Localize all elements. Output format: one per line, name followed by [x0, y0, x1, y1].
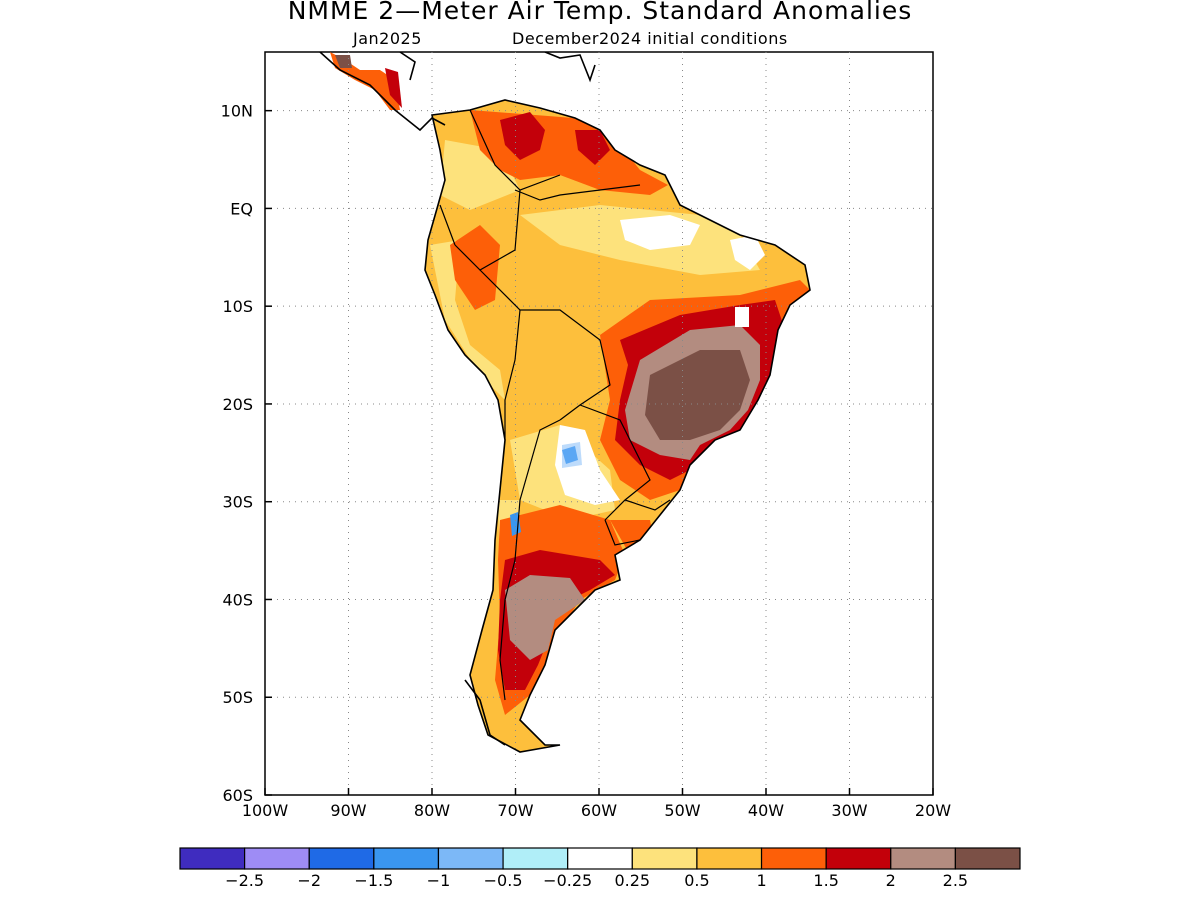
y-tick-label: 10N: [221, 102, 253, 121]
colorbar-swatch: [696, 847, 763, 870]
y-axis: 10N EQ 10S 20S 30S 40S 50S 60S: [221, 102, 272, 805]
colorbar-swatch: [308, 847, 375, 870]
initial-conditions-label: December2024 initial conditions: [512, 29, 788, 48]
colorbar-swatch: [179, 847, 246, 870]
x-axis: 100W 90W 80W 70W 60W 50W 40W 30W 20W: [242, 788, 951, 820]
colorbar-label: 2.5: [943, 871, 968, 890]
colorbar-swatch: [244, 847, 310, 870]
x-tick-label: 70W: [497, 801, 533, 820]
x-tick-label: 80W: [414, 801, 450, 820]
x-tick-label: 100W: [242, 801, 289, 820]
y-tick-label: 60S: [222, 786, 253, 805]
colorbar-label: 1.5: [813, 871, 838, 890]
y-tick-label: 20S: [222, 395, 253, 414]
colorbar-swatch: [437, 847, 504, 870]
colorbar-swatch: [825, 847, 892, 870]
colorbar-swatch: [890, 847, 956, 870]
colorbar-label: −1: [427, 871, 451, 890]
forecast-month: Jan2025: [353, 29, 422, 48]
colorbar-label: −0.5: [484, 871, 523, 890]
colorbar-label: −2: [297, 871, 321, 890]
colorbar-label: 0.5: [684, 871, 709, 890]
colorbar-swatch: [954, 847, 1021, 870]
colorbar-swatch: [760, 847, 827, 870]
x-tick-label: 90W: [330, 801, 366, 820]
y-tick-label: 50S: [222, 688, 253, 707]
coastlines: [319, 52, 811, 753]
x-tick-label: 20W: [915, 801, 951, 820]
x-tick-label: 30W: [831, 801, 867, 820]
x-tick-label: 40W: [748, 801, 784, 820]
colorbar: −2.5 −2 −1.5 −1 −0.5 −0.25 0.25 0.5 1 1.5 2 2.5: [179, 847, 1021, 890]
x-tick-label: 50W: [664, 801, 700, 820]
colorbar-label: 1: [756, 871, 766, 890]
country-borders: [439, 109, 671, 701]
y-tick-label: 10S: [222, 297, 253, 316]
colorbar-swatch: [631, 847, 698, 870]
x-tick-label: 60W: [581, 801, 617, 820]
y-tick-label: EQ: [230, 199, 253, 218]
y-tick-label: 40S: [222, 590, 253, 609]
colorbar-label: 2: [886, 871, 896, 890]
y-tick-label: 30S: [222, 493, 253, 512]
colorbar-label: 0.25: [614, 871, 650, 890]
colorbar-label: −1.5: [354, 871, 393, 890]
colorbar-label: −0.25: [543, 871, 592, 890]
colorbar-swatch: [373, 847, 440, 870]
map-title: NMME 2—Meter Air Temp. Standard Anomalie…: [287, 0, 913, 25]
colorbar-swatch: [502, 847, 569, 870]
colorbar-swatch: [567, 847, 633, 870]
colorbar-label: −2.5: [225, 871, 264, 890]
